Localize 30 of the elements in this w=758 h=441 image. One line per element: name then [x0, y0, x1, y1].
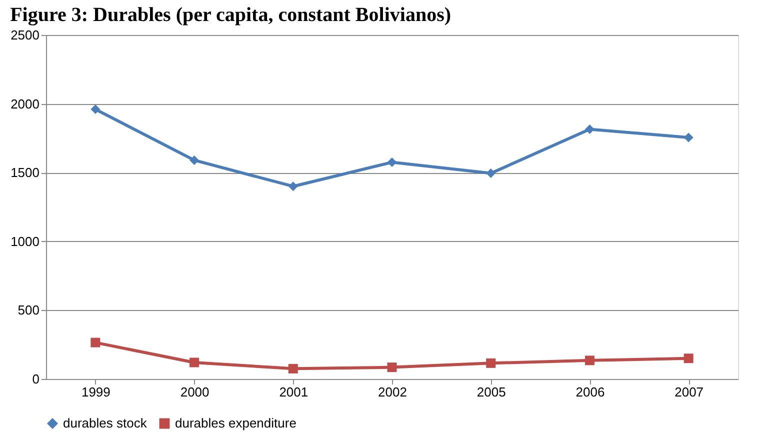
- x-tick-label: 1999: [81, 384, 110, 400]
- y-tick-label: 500: [18, 302, 40, 318]
- y-tick-label: 0: [32, 372, 40, 386]
- point: [584, 356, 594, 366]
- point: [190, 155, 200, 165]
- legend-label: durables stock: [63, 416, 148, 431]
- point: [288, 182, 298, 192]
- x-tick-label: 2007: [674, 384, 704, 400]
- y-tick-label: 1500: [10, 165, 40, 180]
- point: [288, 364, 298, 374]
- point: [486, 168, 496, 178]
- x-tick-label: 2002: [378, 384, 407, 400]
- chart-title: Figure 3: Durables (per capita, constant Bolivianos): [10, 4, 452, 26]
- x-tick-label: 2001: [279, 384, 308, 400]
- y-tick-label: 2000: [10, 96, 40, 112]
- point: [190, 358, 200, 368]
- point: [90, 104, 100, 114]
- point: [486, 358, 496, 368]
- x-tick-label: 2006: [576, 384, 605, 400]
- legend-label: durables expenditure: [175, 416, 296, 431]
- point: [584, 124, 594, 134]
- x-tick-label: 2005: [476, 384, 506, 400]
- point: [387, 158, 397, 168]
- point: [684, 132, 694, 142]
- x-tick-label: 2000: [180, 384, 210, 400]
- point: [387, 362, 397, 372]
- point: [684, 354, 694, 364]
- y-tick-label: 2500: [10, 28, 40, 42]
- point: [90, 338, 100, 348]
- y-tick-label: 1000: [10, 234, 40, 249]
